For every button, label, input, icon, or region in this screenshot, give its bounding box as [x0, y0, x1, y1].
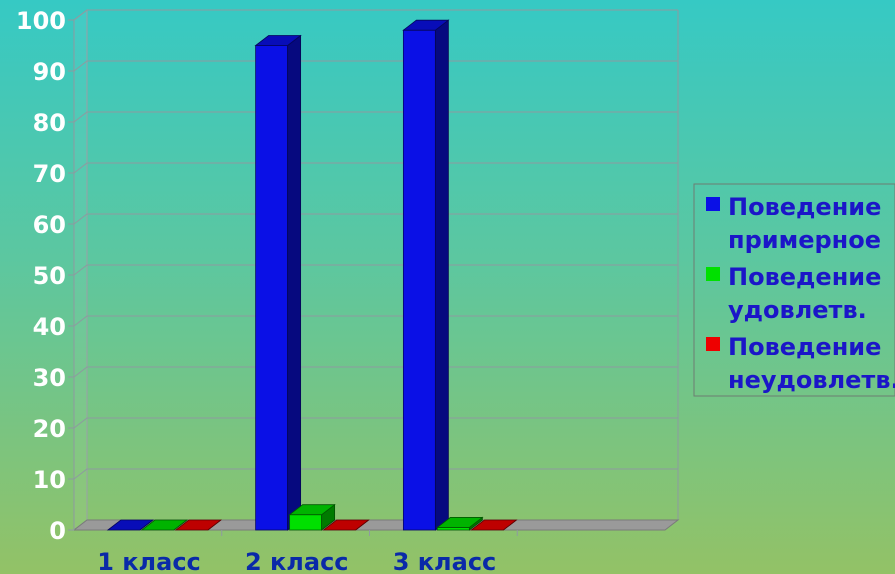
gridline	[73, 468, 678, 480]
legend-box	[693, 183, 895, 397]
legend-label: неудовлетв.	[728, 366, 895, 394]
bars-group	[106, 19, 518, 531]
x-tick-label: 1 класс	[97, 548, 201, 574]
y-tick-label: 10	[33, 466, 66, 494]
y-tick-label: 20	[33, 415, 66, 443]
legend-swatch	[706, 337, 720, 351]
bar	[322, 519, 370, 531]
y-tick-label: 100	[16, 7, 66, 35]
y-tick-label: 80	[33, 109, 66, 137]
bar-top-face	[322, 519, 370, 531]
gridline	[73, 417, 678, 429]
bar	[106, 519, 155, 531]
gridline	[73, 9, 678, 21]
bar-top-face	[140, 519, 189, 531]
legend-label: примерное	[728, 226, 881, 254]
bar	[402, 19, 450, 531]
legend-label: Поведение	[728, 333, 881, 361]
gridline	[73, 264, 678, 276]
gridline	[73, 60, 678, 72]
x-tick-label: 3 класс	[393, 548, 497, 574]
legend-item: Поведение удовлетв.	[706, 263, 881, 324]
legend-item: Поведение примерное	[706, 193, 881, 254]
bar	[288, 503, 336, 531]
legend-label: Поведение	[728, 263, 881, 291]
y-tick-label: 0	[49, 517, 66, 545]
gridline	[73, 213, 678, 225]
bar-top-face	[470, 519, 518, 531]
legend-swatch	[706, 267, 720, 281]
bar	[140, 519, 189, 531]
y-tick-label: 30	[33, 364, 66, 392]
bar-top-face	[436, 517, 484, 528]
bar-front-face	[289, 514, 323, 531]
x-tick-label: 2 класс	[245, 548, 349, 574]
y-tick-label: 50	[33, 262, 66, 290]
bar-top-face	[288, 504, 336, 516]
bar	[470, 519, 518, 531]
x-axis: 1 класс 2 класс 3 класс	[97, 530, 518, 574]
gridline	[73, 315, 678, 327]
bar-top-face	[254, 35, 302, 46]
y-tick-label: 90	[33, 58, 66, 86]
bar	[174, 519, 223, 531]
bar-side-face	[287, 34, 302, 531]
bar-top-face	[174, 519, 223, 531]
y-tick-label: 60	[33, 211, 66, 239]
y-tick-label: 70	[33, 160, 66, 188]
legend-label: Поведение	[728, 193, 881, 221]
gridline	[73, 111, 678, 123]
legend-item: Поведение неудовлетв.	[706, 333, 895, 394]
bar	[254, 34, 302, 531]
legend-label: удовлетв.	[728, 296, 867, 324]
y-axis: 0 10 20 30 40 50 60 70 80 90 100	[16, 7, 75, 545]
gridline	[73, 366, 678, 378]
bar-front-face	[402, 29, 436, 531]
gridline	[73, 162, 678, 174]
bar	[436, 516, 484, 531]
bar-top-face	[106, 519, 155, 531]
legend: ПоведениепримерноеПоведениеудовлетв.Пове…	[693, 183, 895, 397]
legend-swatch	[706, 197, 720, 211]
bar-side-face	[434, 19, 449, 531]
bar-front-face	[255, 45, 289, 531]
chart-walls	[72, 8, 680, 532]
bar-top-face	[402, 19, 450, 31]
y-tick-label: 40	[33, 313, 66, 341]
